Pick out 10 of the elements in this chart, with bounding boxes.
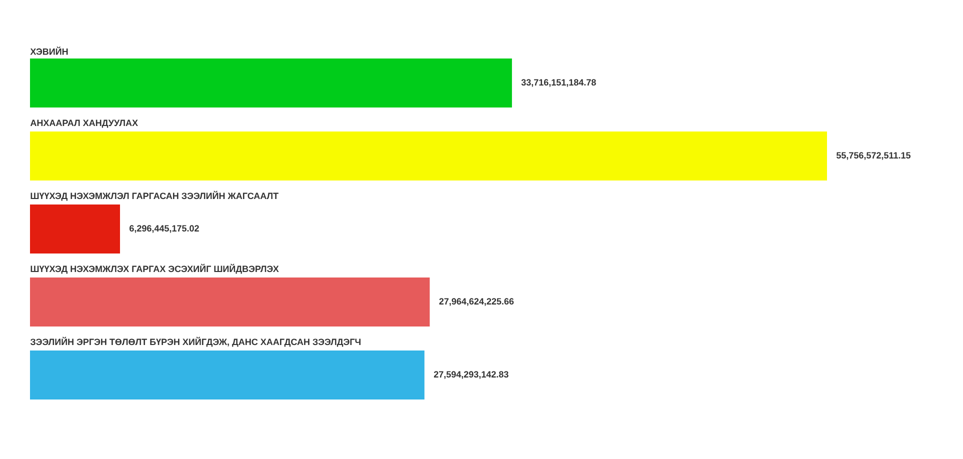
y-tick-label: ШҮҮХЭД НЭХЭМЖЛЭЛ ГАРГАСАН ЗЭЭЛИЙН ЖАГСААЛТ xyxy=(30,190,278,201)
y-tick-label: ШҮҮХЭД НЭХЭМЖЛЭХ ГАРГАХ ЭСЭХИЙГ ШИЙДВЭРЛЭХ xyxy=(30,264,279,274)
data-label: 27,594,293,142.83 xyxy=(434,371,508,379)
y-tick-label: АНХААРАЛ ХАНДУУЛАХ xyxy=(30,120,138,128)
data-label: 27,964,624,225.66 xyxy=(439,298,514,306)
data-label: 55,756,572,511.15 xyxy=(836,152,911,160)
data-label: 33,716,151,184.78 xyxy=(521,79,596,87)
y-tick-label: ЗЭЭЛИЙН ЭРГЭН ТӨЛӨЛТ БҮРЭН ХИЙГДЭЖ, ДАНС ХААГДСАН ЗЭЭЛДЭГЧ xyxy=(30,336,361,347)
data-label: 6,296,445,175.02 xyxy=(130,225,199,233)
y-tick-label: ХЭВИЙН xyxy=(30,46,68,55)
